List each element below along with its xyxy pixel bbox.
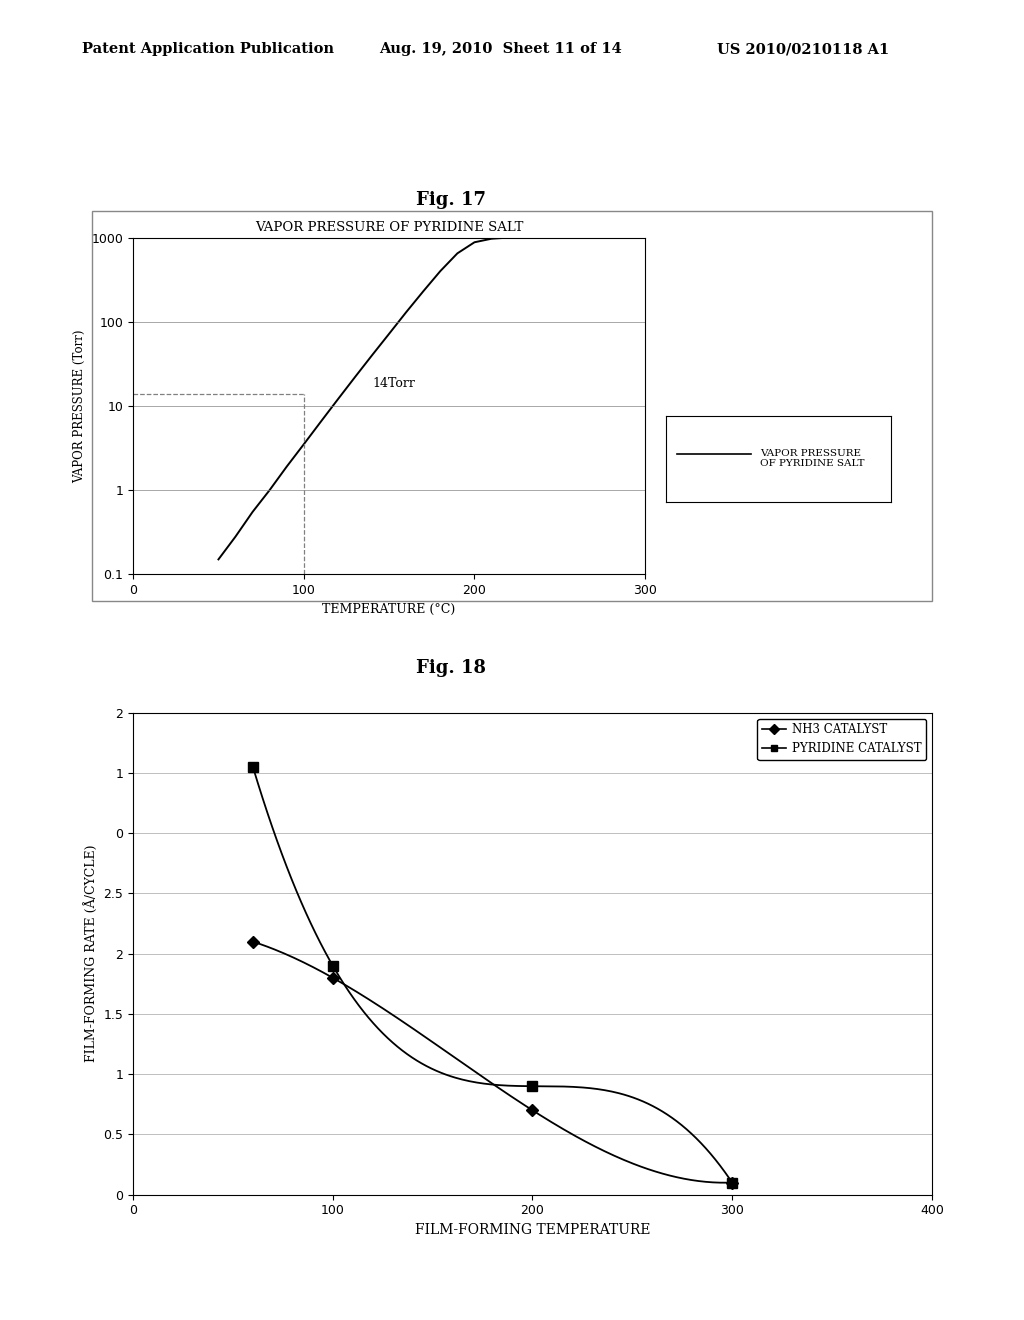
Title: VAPOR PRESSURE OF PYRIDINE SALT: VAPOR PRESSURE OF PYRIDINE SALT <box>255 220 523 234</box>
Text: 14Torr: 14Torr <box>372 376 415 389</box>
Text: VAPOR PRESSURE
OF PYRIDINE SALT: VAPOR PRESSURE OF PYRIDINE SALT <box>760 449 864 469</box>
Text: Patent Application Publication: Patent Application Publication <box>82 42 334 57</box>
X-axis label: TEMPERATURE (°C): TEMPERATURE (°C) <box>323 602 456 615</box>
Text: Fig. 17: Fig. 17 <box>416 190 485 209</box>
Y-axis label: VAPOR PRESSURE (Torr): VAPOR PRESSURE (Torr) <box>73 329 86 483</box>
Text: US 2010/0210118 A1: US 2010/0210118 A1 <box>717 42 889 57</box>
Text: Fig. 18: Fig. 18 <box>416 659 485 677</box>
X-axis label: FILM-FORMING TEMPERATURE: FILM-FORMING TEMPERATURE <box>415 1222 650 1237</box>
Legend: NH3 CATALYST, PYRIDINE CATALYST: NH3 CATALYST, PYRIDINE CATALYST <box>758 718 926 760</box>
Y-axis label: FILM-FORMING RATE (Å/CYCLE): FILM-FORMING RATE (Å/CYCLE) <box>84 845 98 1063</box>
Text: Aug. 19, 2010  Sheet 11 of 14: Aug. 19, 2010 Sheet 11 of 14 <box>379 42 622 57</box>
